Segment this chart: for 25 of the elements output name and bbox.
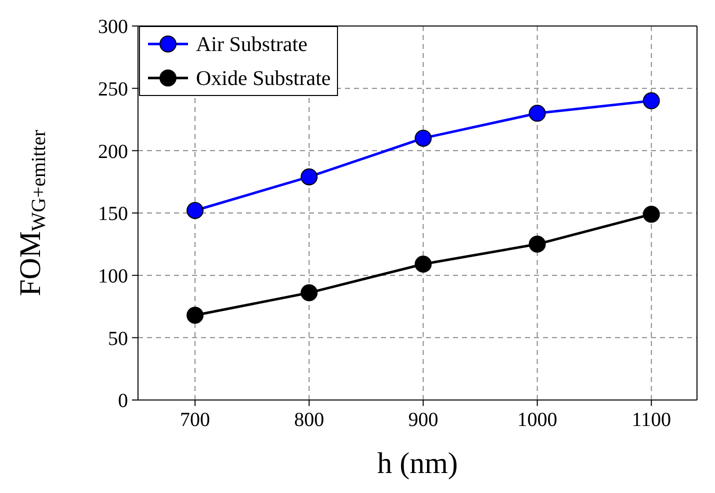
point bbox=[642, 206, 660, 223]
point bbox=[528, 236, 546, 253]
y-tick-label: 100 bbox=[98, 265, 128, 288]
point bbox=[300, 168, 318, 186]
point bbox=[528, 104, 546, 122]
x-tick-label: 900 bbox=[408, 409, 438, 432]
x-tick-label: 1100 bbox=[632, 409, 671, 432]
point bbox=[642, 92, 660, 110]
legend-label: Oxide Substrate bbox=[196, 65, 331, 92]
y-tick-label: 250 bbox=[98, 78, 128, 100]
x-tick-label: 1000 bbox=[517, 409, 558, 432]
y-tick-label: 300 bbox=[98, 16, 128, 38]
y-tick-label: 150 bbox=[98, 203, 128, 226]
x-tick-label: 800 bbox=[294, 409, 324, 432]
point bbox=[300, 284, 318, 302]
point bbox=[414, 256, 432, 273]
x-tick-label: 700 bbox=[180, 409, 210, 432]
x-axis-title: h (nm) bbox=[377, 447, 458, 480]
legend-label: Air Substrate bbox=[196, 31, 308, 58]
y-tick-label: 200 bbox=[98, 140, 128, 163]
y-tick-label: 50 bbox=[108, 328, 128, 350]
point bbox=[414, 130, 432, 147]
point bbox=[186, 306, 204, 324]
y-tick-label: 0 bbox=[118, 390, 128, 412]
point bbox=[186, 202, 204, 220]
